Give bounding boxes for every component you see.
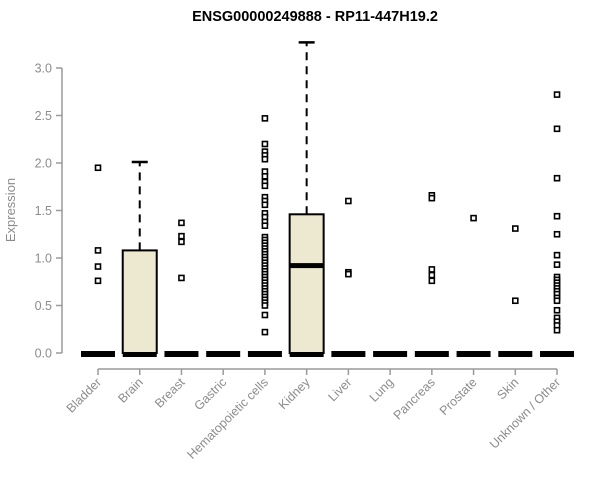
zero-median-bar (164, 351, 199, 357)
outlier-point (553, 91, 561, 98)
y-tick-label: 2.5 (35, 109, 52, 123)
outlier-point (178, 219, 185, 227)
x-tick-label: Lung (367, 375, 397, 405)
zero-median-bar (289, 351, 324, 357)
x-tick-label: Breast (152, 375, 188, 411)
outlier-point (261, 201, 269, 209)
outlier-point (553, 251, 561, 259)
outlier-point (261, 182, 269, 190)
y-tick-label: 0.0 (35, 347, 52, 361)
x-tick-label: Bladder (64, 375, 104, 415)
outlier-point (428, 277, 436, 285)
zero-median-bar (122, 351, 157, 357)
outlier-point (94, 247, 102, 254)
outlier-point (94, 277, 102, 285)
zero-median-bar (206, 351, 241, 357)
outlier-point (553, 297, 561, 305)
outlier-point (553, 212, 561, 220)
x-tick-label: Pancreas (391, 375, 438, 422)
x-tick-label: Liver (325, 375, 354, 404)
outlier-point (261, 115, 269, 122)
outlier-point (261, 222, 269, 229)
outlier-point (511, 225, 519, 232)
y-tick-label: 1.5 (35, 204, 52, 218)
x-tick-label: Gastric (191, 375, 229, 413)
outlier-point (553, 230, 561, 238)
plot-area: 0.0 0.5 1.0 1.5 2.0 2.5 3.0 Bladder Brain Breast G… (35, 41, 575, 462)
outlier-point (178, 274, 185, 282)
zero-median-bar (414, 351, 449, 357)
zero-median-bar (81, 351, 115, 357)
median-line (289, 263, 324, 269)
outlier-point (261, 155, 269, 163)
outlier-point (428, 271, 436, 279)
box-brain (121, 249, 158, 354)
outlier-point (94, 164, 102, 172)
outlier-point (261, 311, 269, 319)
box-kidney (288, 213, 325, 354)
outlier-point (261, 173, 269, 180)
x-tick-label: Kidney (276, 375, 313, 412)
zero-median-bar (373, 351, 408, 357)
zero-median-bar (456, 351, 491, 357)
outlier-point (345, 197, 352, 205)
x-tick-label: Hematopoietic cells (184, 375, 271, 462)
zero-median-bar (540, 351, 575, 357)
outlier-point (470, 214, 477, 222)
outlier-point (553, 125, 561, 133)
outlier-point (178, 232, 185, 240)
outlier-point (345, 270, 352, 278)
outlier-point (553, 326, 561, 334)
y-tick-label: 0.5 (35, 299, 52, 313)
outlier-point (553, 174, 561, 182)
y-tick-label: 1.0 (35, 252, 52, 266)
x-tick-label: Prostate (437, 375, 480, 418)
x-tick-label: Unknown / Other (487, 375, 563, 451)
y-axis-title: Expression (3, 178, 18, 242)
outlier-point (261, 302, 269, 309)
x-tick-label: Brain (115, 375, 146, 406)
outlier-point (428, 194, 436, 202)
outlier-point (178, 238, 185, 246)
outlier-point (511, 297, 519, 305)
chart-title: ENSG00000249888 - RP11-447H19.2 (192, 9, 438, 25)
y-tick-label: 3.0 (35, 62, 52, 76)
zero-median-bar (331, 351, 366, 357)
outlier-point (261, 328, 269, 336)
y-tick-label: 2.0 (35, 157, 52, 171)
zero-median-bar (498, 351, 533, 357)
outlier-point (553, 306, 561, 314)
outlier-point (428, 266, 436, 273)
outlier-point (553, 261, 561, 268)
zero-median-bar (247, 351, 282, 357)
outlier-point (261, 140, 269, 148)
outlier-point (94, 263, 102, 270)
x-tick-label: Skin (494, 375, 521, 402)
